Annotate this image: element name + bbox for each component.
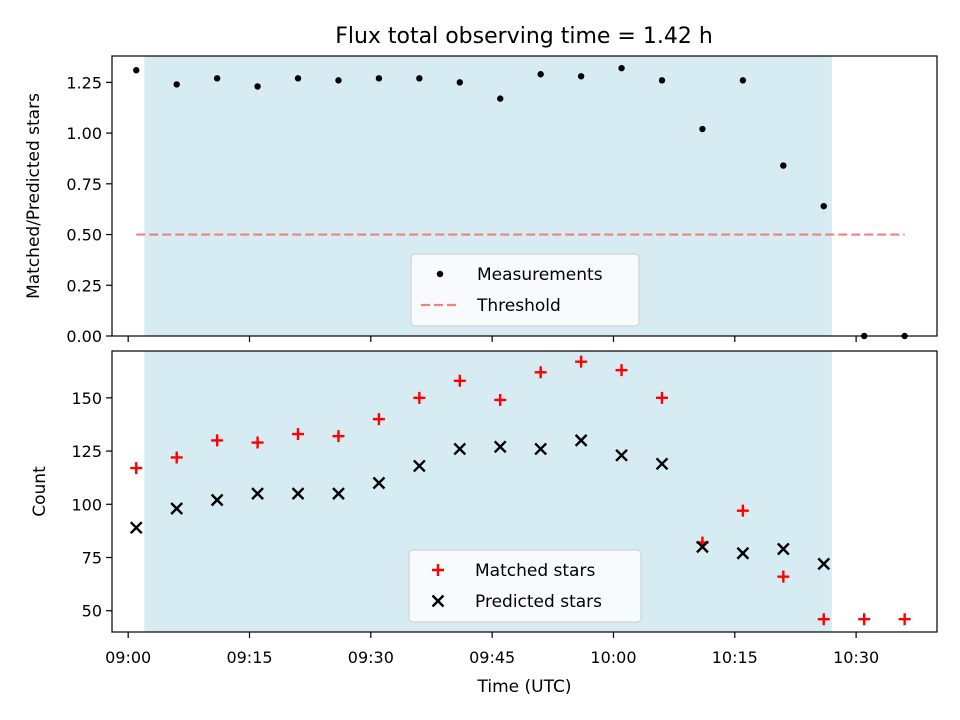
- axes-frame: [111, 350, 938, 633]
- x-tick-label: 09:30: [348, 648, 394, 667]
- x-tick-label: 09:45: [469, 648, 515, 667]
- matched-star-point: [211, 434, 224, 447]
- matched-star-point: [292, 428, 305, 441]
- predicted-star-point: [574, 434, 588, 447]
- predicted-star-point: [817, 557, 831, 571]
- measurement-point: [820, 202, 827, 210]
- predicted-star-point: [129, 521, 143, 535]
- measurement-point: [739, 77, 747, 84]
- legend-plus-marker: [432, 564, 444, 576]
- measurement-point: [133, 67, 140, 74]
- y-tick-label: 50: [82, 602, 102, 621]
- predicted-star-point: [776, 542, 790, 556]
- legend-label: Measurements: [477, 265, 603, 285]
- legend-x-marker: [431, 594, 445, 608]
- bottom-axes: 50 75 100 125 150 09:00 09:15 09:30 09:45 10:00 10…: [30, 350, 938, 697]
- legend-box: [410, 253, 640, 327]
- predicted-star-point: [615, 448, 628, 462]
- predicted-star-point: [493, 440, 507, 454]
- y-tick-label: 0.50: [66, 226, 102, 245]
- x-tick-label: 09:15: [226, 648, 272, 667]
- legend-dot-marker: [436, 270, 444, 278]
- predicted-star-point: [534, 442, 548, 456]
- measurement-point: [375, 75, 383, 82]
- legend: Measurements Threshold: [410, 253, 640, 327]
- y-tick-label: 100: [71, 495, 102, 514]
- matched-star-point: [372, 413, 385, 426]
- measurement-point: [294, 75, 302, 82]
- axes-frame: [111, 55, 938, 337]
- top-axes: 0.00 0.25 0.50 0.75 1.00 1.25 Matched/Predicte…: [24, 55, 938, 346]
- matched-star-point: [736, 504, 749, 517]
- predicted-star-point: [372, 476, 386, 490]
- matched-star-point: [534, 366, 547, 379]
- matched-star-point: [170, 451, 183, 464]
- y-tick-label: 150: [71, 389, 102, 408]
- x-tick-label: 10:30: [833, 648, 879, 667]
- matched-star-point: [494, 393, 507, 406]
- y-tick-label: 0.75: [66, 175, 102, 194]
- y-tick-label: 1.25: [66, 73, 102, 92]
- measurement-point: [618, 64, 625, 72]
- predicted-star-point: [655, 457, 669, 471]
- chart-title: Flux total observing time = 1.42 h: [335, 24, 713, 49]
- x-tick-label: 10:00: [590, 648, 636, 667]
- matched-star-point: [332, 430, 345, 443]
- predicted-star-point: [413, 459, 426, 473]
- y-tick-label: 0.00: [66, 327, 102, 346]
- x-axis-label: Time (UTC): [477, 677, 572, 697]
- predicted-star-point: [332, 487, 345, 500]
- matched-star-point: [130, 462, 143, 475]
- measurement-point: [254, 83, 261, 90]
- y-axis-label: Count: [30, 466, 50, 517]
- matched-star-point: [453, 374, 466, 387]
- matched-star-point: [858, 613, 871, 626]
- matched-star-point: [615, 364, 628, 377]
- measurement-point: [173, 81, 180, 88]
- legend: Matched stars Predicted stars: [408, 549, 642, 623]
- predicted-star-point: [696, 540, 709, 554]
- measurement-point: [335, 77, 342, 84]
- legend-label: Predicted stars: [475, 592, 602, 612]
- matched-star-point: [251, 436, 264, 449]
- predicted-star-point: [210, 493, 224, 507]
- y-tick-label: 0.25: [66, 276, 102, 295]
- y-tick-label: 75: [82, 548, 102, 567]
- measurement-point: [497, 95, 504, 102]
- measurement-point: [537, 71, 544, 78]
- predicted-star-point: [291, 487, 305, 500]
- measurement-point: [577, 73, 585, 80]
- y-axis-label: Matched/Predicted stars: [24, 93, 44, 299]
- matched-star-point: [656, 391, 668, 404]
- matched-star-point: [413, 391, 426, 404]
- measurement-point: [213, 75, 221, 82]
- measurement-point: [416, 75, 423, 82]
- x-tick-label: 10:15: [712, 648, 758, 667]
- predicted-star-point: [251, 487, 264, 500]
- measurement-point: [658, 77, 666, 84]
- y-tick-label: 125: [71, 442, 102, 461]
- legend-label: Threshold: [476, 296, 561, 316]
- measurement-point: [780, 162, 787, 169]
- measurement-point: [699, 125, 706, 133]
- predicted-star-point: [453, 442, 467, 456]
- y-tick-label: 1.00: [66, 124, 102, 143]
- predicted-star-point: [170, 502, 184, 515]
- legend-label: Matched stars: [475, 561, 595, 581]
- matched-star-point: [817, 613, 830, 626]
- matched-star-point: [575, 355, 588, 368]
- predicted-star-point: [736, 546, 750, 560]
- matched-star-point: [898, 613, 911, 626]
- legend-box: [408, 549, 642, 623]
- measurement-point: [456, 79, 463, 86]
- matched-star-point: [777, 570, 790, 583]
- x-tick-label: 09:00: [105, 648, 151, 667]
